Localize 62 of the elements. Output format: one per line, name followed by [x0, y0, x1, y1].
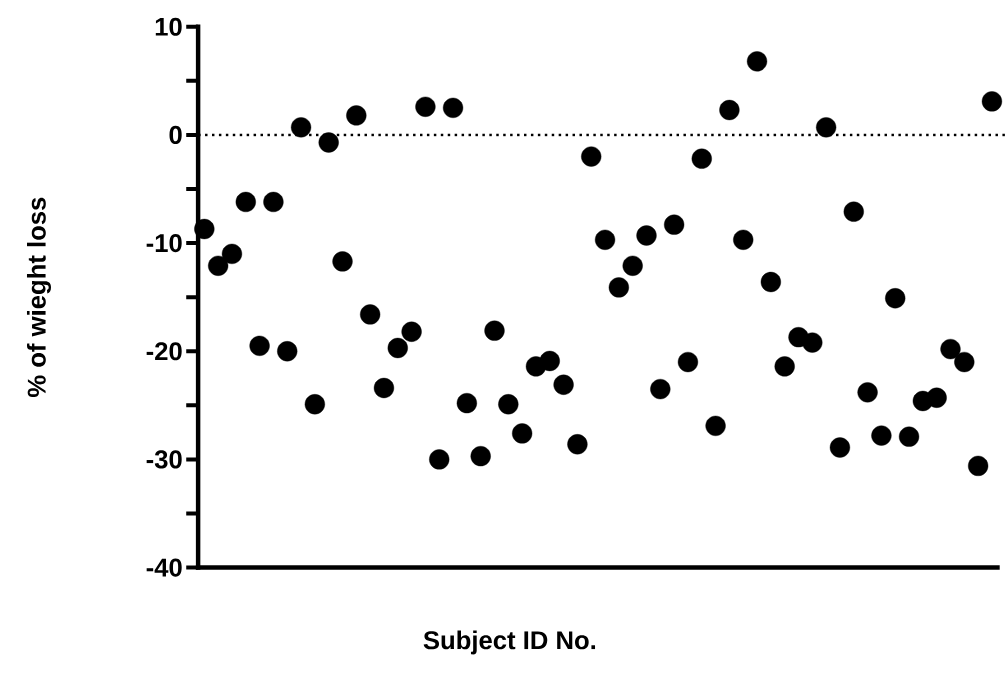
- point: [470, 446, 491, 467]
- point: [567, 434, 588, 455]
- point: [539, 351, 560, 372]
- point: [843, 201, 864, 223]
- point: [733, 229, 754, 251]
- point: [498, 394, 519, 415]
- y-tick-label: 10: [155, 17, 182, 37]
- point: [816, 117, 837, 138]
- point: [954, 352, 975, 373]
- point: [442, 97, 464, 119]
- point: [650, 379, 671, 400]
- point: [318, 132, 339, 153]
- point: [968, 456, 989, 477]
- point: [235, 192, 256, 213]
- point: [940, 339, 961, 360]
- y-tick-label: -20: [146, 342, 182, 361]
- point: [885, 288, 906, 309]
- point: [746, 51, 768, 72]
- point: [581, 146, 602, 167]
- point: [898, 426, 920, 448]
- point: [719, 100, 740, 121]
- point: [263, 192, 284, 213]
- point: [401, 321, 422, 343]
- point: [608, 277, 629, 298]
- point: [415, 96, 436, 118]
- x-axis-title: Subject ID No.: [423, 630, 596, 655]
- point: [194, 219, 215, 240]
- point: [926, 387, 947, 409]
- y-axis-title: % of wieght loss: [26, 197, 51, 398]
- point: [346, 105, 367, 126]
- point: [622, 255, 643, 277]
- point: [429, 449, 450, 470]
- point: [221, 244, 243, 265]
- point: [484, 320, 505, 342]
- y-tick-label: -30: [146, 450, 182, 469]
- point: [705, 415, 726, 437]
- point: [512, 423, 533, 444]
- point: [553, 374, 574, 396]
- y-tick-label: -10: [146, 234, 182, 253]
- point: [387, 338, 408, 359]
- point: [802, 332, 823, 353]
- point: [871, 425, 892, 446]
- y-tick-label: 0: [169, 126, 182, 145]
- point: [373, 378, 395, 399]
- point: [594, 229, 616, 251]
- point: [304, 394, 325, 415]
- point: [760, 272, 781, 293]
- point: [857, 382, 878, 403]
- point: [208, 255, 229, 277]
- point: [332, 251, 353, 272]
- point: [774, 356, 795, 377]
- point: [636, 225, 657, 246]
- point: [249, 335, 270, 357]
- point: [691, 148, 712, 170]
- point: [829, 437, 851, 458]
- point: [290, 117, 312, 138]
- point: [456, 393, 477, 414]
- y-tick-label: -40: [146, 558, 182, 577]
- point: [664, 214, 685, 236]
- point: [277, 341, 298, 362]
- point: [360, 304, 381, 325]
- point: [677, 352, 699, 373]
